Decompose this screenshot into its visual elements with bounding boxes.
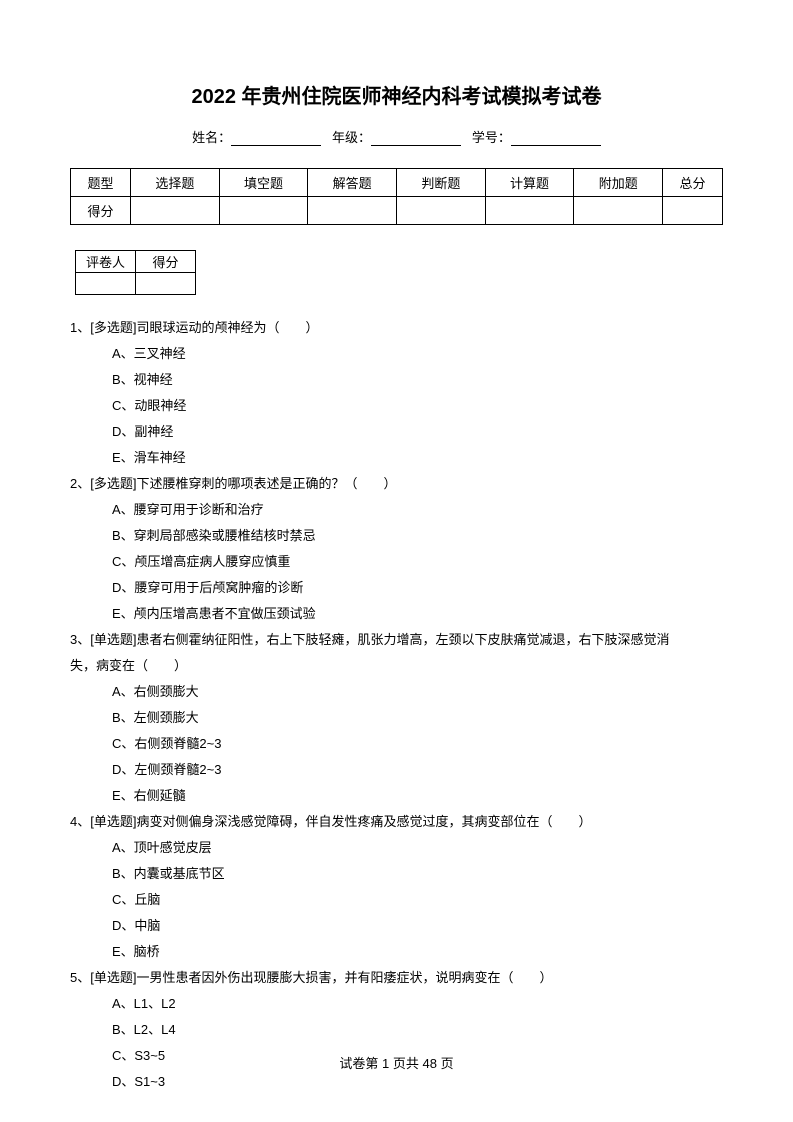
table-row: 得分 — [71, 197, 723, 225]
question-option: A、三叉神经 — [112, 341, 723, 367]
table-header: 解答题 — [308, 169, 397, 197]
score-cell — [131, 197, 220, 225]
type-score-table: 题型 选择题 填空题 解答题 判断题 计算题 附加题 总分 得分 — [70, 168, 723, 225]
question-option: B、左侧颈膨大 — [112, 705, 723, 731]
question-stem: 5、[单选题]一男性患者因外伤出现腰膨大损害，并有阳痿症状，说明病变在（ ） — [70, 965, 723, 991]
table-header: 选择题 — [131, 169, 220, 197]
score-cell — [219, 197, 308, 225]
question-stem: 3、[单选题]患者右侧霍纳征阳性，右上下肢轻瘫，肌张力增高，左颈以下皮肤痛觉减退… — [70, 627, 723, 653]
student-info-line: 姓名： 年级： 学号： — [70, 127, 723, 146]
table-row: 评卷人 得分 — [76, 251, 196, 273]
table-header: 判断题 — [397, 169, 486, 197]
question-option: B、内囊或基底节区 — [112, 861, 723, 887]
grader-table: 评卷人 得分 — [75, 250, 196, 295]
question-option: B、L2、L4 — [112, 1017, 723, 1043]
question-option: E、颅内压增高患者不宜做压颈试验 — [112, 601, 723, 627]
grader-cell — [76, 273, 136, 295]
question-option: A、顶叶感觉皮层 — [112, 835, 723, 861]
questions-container: 1、[多选题]司眼球运动的颅神经为（ ） A、三叉神经 B、视神经 C、动眼神经… — [70, 315, 723, 1095]
page-footer: 试卷第 1 页共 48 页 — [0, 1053, 793, 1072]
grade-blank — [371, 132, 461, 146]
table-header: 附加题 — [574, 169, 663, 197]
grader-score-label: 得分 — [136, 251, 196, 273]
name-blank — [231, 132, 321, 146]
table-header: 计算题 — [485, 169, 574, 197]
question-option: D、S1~3 — [112, 1069, 723, 1095]
id-blank — [511, 132, 601, 146]
table-header: 填空题 — [219, 169, 308, 197]
question-stem: 2、[多选题]下述腰椎穿刺的哪项表述是正确的？（ ） — [70, 471, 723, 497]
name-label: 姓名： — [192, 130, 231, 145]
footer-suffix: 页 — [437, 1056, 454, 1071]
question-option: D、腰穿可用于后颅窝肿瘤的诊断 — [112, 575, 723, 601]
table-row — [76, 273, 196, 295]
score-cell — [574, 197, 663, 225]
question-option: E、脑桥 — [112, 939, 723, 965]
id-label: 学号： — [472, 130, 511, 145]
question-option: A、L1、L2 — [112, 991, 723, 1017]
question-option: E、滑车神经 — [112, 445, 723, 471]
score-cell — [485, 197, 574, 225]
table-header: 题型 — [71, 169, 131, 197]
question-option: B、穿刺局部感染或腰椎结核时禁忌 — [112, 523, 723, 549]
footer-total-pages: 48 — [423, 1056, 437, 1071]
question-stem: 4、[单选题]病变对侧偏身深浅感觉障碍，伴自发性疼痛及感觉过度，其病变部位在（ … — [70, 809, 723, 835]
grade-label: 年级： — [332, 130, 371, 145]
table-row: 题型 选择题 填空题 解答题 判断题 计算题 附加题 总分 — [71, 169, 723, 197]
question-option: A、腰穿可用于诊断和治疗 — [112, 497, 723, 523]
score-cell — [663, 197, 723, 225]
score-cell — [308, 197, 397, 225]
question-stem-cont: 失，病变在（ ） — [70, 653, 723, 679]
footer-prefix: 试卷第 — [339, 1056, 382, 1071]
question-option: E、右侧延髓 — [112, 783, 723, 809]
question-stem: 1、[多选题]司眼球运动的颅神经为（ ） — [70, 315, 723, 341]
question-option: B、视神经 — [112, 367, 723, 393]
exam-title: 2022 年贵州住院医师神经内科考试模拟考试卷 — [70, 80, 723, 109]
question-option: C、颅压增高症病人腰穿应慎重 — [112, 549, 723, 575]
table-header: 总分 — [663, 169, 723, 197]
question-option: D、左侧颈脊髓2~3 — [112, 757, 723, 783]
question-option: C、右侧颈脊髓2~3 — [112, 731, 723, 757]
question-option: C、动眼神经 — [112, 393, 723, 419]
question-option: A、右侧颈膨大 — [112, 679, 723, 705]
question-option: D、副神经 — [112, 419, 723, 445]
footer-mid: 页共 — [389, 1056, 422, 1071]
score-row-label: 得分 — [71, 197, 131, 225]
grader-label: 评卷人 — [76, 251, 136, 273]
grader-score-cell — [136, 273, 196, 295]
question-option: D、中脑 — [112, 913, 723, 939]
question-option: C、丘脑 — [112, 887, 723, 913]
score-cell — [397, 197, 486, 225]
